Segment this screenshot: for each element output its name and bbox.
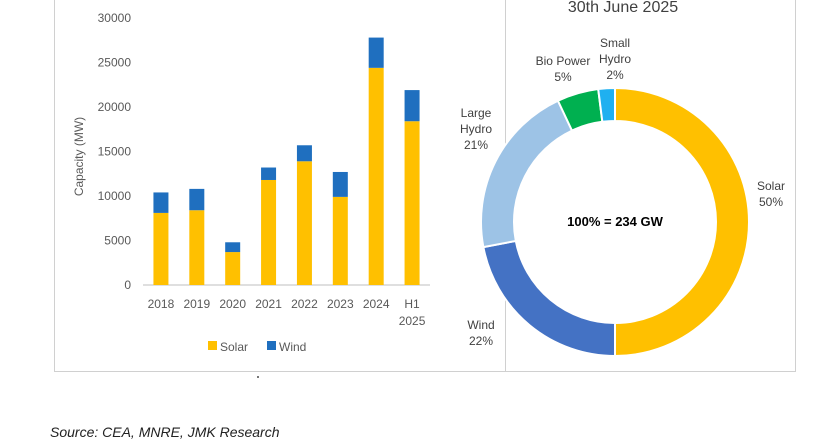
donut-chart: 30th June 2025 100% = 234 GW Solar 50% Wind 2… xyxy=(460,0,785,358)
bar-wind-2023 xyxy=(332,171,348,197)
slice-label-wind: Wind xyxy=(467,318,494,332)
donut-center-label: 100% = 234 GW xyxy=(567,214,663,229)
y-axis-title: Capacity (MW) xyxy=(72,117,86,196)
y-tick-label: 20000 xyxy=(98,100,132,114)
legend-label-wind: Wind xyxy=(279,340,306,354)
bar-solar-h1-2025 xyxy=(404,121,420,286)
donut-title: 30th June 2025 xyxy=(568,0,678,16)
slice-label-solar: Solar xyxy=(757,179,785,193)
bar-chart: 0 5000 10000 15000 20000 25000 30000 Capacity (… xyxy=(72,11,430,354)
slice-label-large-hydro: Large xyxy=(461,106,492,120)
slice-percent-bio-power: 5% xyxy=(554,70,572,84)
x-tick-label: 2025 xyxy=(399,314,426,328)
x-tick-label: 2024 xyxy=(363,297,390,311)
bar-wind-h1-2025 xyxy=(404,90,420,122)
bar-wind-2020 xyxy=(225,242,241,253)
x-tick-label: H1 xyxy=(404,297,420,311)
x-tick-label: 2022 xyxy=(291,297,318,311)
x-tick-label: 2020 xyxy=(219,297,246,311)
x-tick-label: 2019 xyxy=(183,297,210,311)
slice-percent-large-hydro: 21% xyxy=(464,138,488,152)
bar-solar-2022 xyxy=(296,161,312,285)
slice-label-small-hydro: Hydro xyxy=(599,52,631,66)
bar-solar-2019 xyxy=(189,210,205,285)
y-tick-label: 10000 xyxy=(98,189,132,203)
bar-wind-2024 xyxy=(368,37,384,68)
y-tick-label: 15000 xyxy=(98,145,132,159)
bar-wind-2022 xyxy=(296,145,312,162)
source-note: Source: CEA, MNRE, JMK Research xyxy=(50,424,280,440)
slice-label-large-hydro: Hydro xyxy=(460,122,492,136)
bar-wind-2021 xyxy=(261,167,277,180)
bar-solar-2018 xyxy=(153,212,169,285)
donut-slice-small-hydro xyxy=(597,86,616,123)
slice-percent-solar: 50% xyxy=(759,195,783,209)
y-tick-label: 5000 xyxy=(104,234,131,248)
bar-solar-2024 xyxy=(368,67,384,285)
x-tick-label: 2021 xyxy=(255,297,282,311)
slice-percent-wind: 22% xyxy=(469,334,493,348)
legend-label-solar: Solar xyxy=(220,340,248,354)
bar-solar-2021 xyxy=(261,179,277,285)
legend-swatch-solar xyxy=(208,341,217,350)
donut-slice-solar xyxy=(614,86,750,358)
slice-label-small-hydro: Small xyxy=(600,36,630,50)
bar-wind-2018 xyxy=(153,192,169,213)
y-tick-label: 25000 xyxy=(98,56,132,70)
y-tick-label: 30000 xyxy=(98,11,132,25)
donut-slice-wind xyxy=(482,239,616,358)
y-tick-label: 0 xyxy=(124,278,131,292)
bar-solar-2023 xyxy=(332,196,348,285)
donut-slice-large-hydro xyxy=(480,99,574,249)
stray-mark xyxy=(257,376,259,378)
bar-wind-2019 xyxy=(189,188,205,211)
x-tick-label: 2018 xyxy=(148,297,175,311)
slice-percent-small-hydro: 2% xyxy=(606,68,624,82)
x-tick-label: 2023 xyxy=(327,297,354,311)
slice-label-bio-power: Bio Power xyxy=(536,54,591,68)
legend-swatch-wind xyxy=(267,341,276,350)
bar-solar-2020 xyxy=(225,252,241,285)
